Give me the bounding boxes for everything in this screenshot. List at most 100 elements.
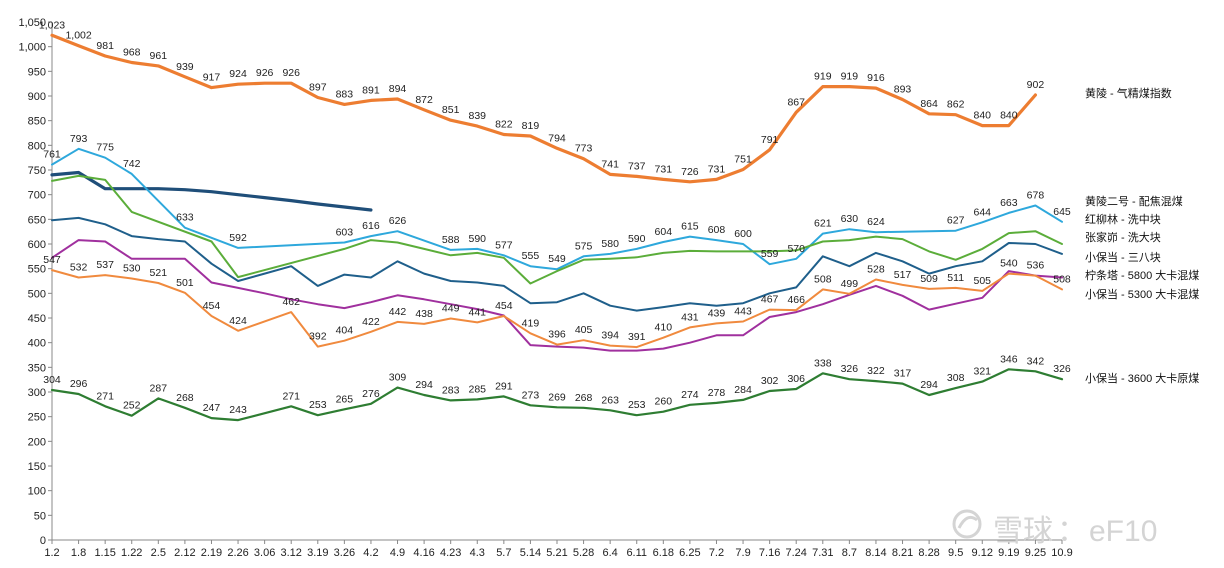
- x-tick-label: 10.9: [1051, 547, 1072, 559]
- data-label: 580: [601, 238, 619, 250]
- x-tick-label: 3.19: [307, 547, 328, 559]
- data-label: 570: [787, 243, 805, 255]
- x-tick-label: 8.14: [865, 547, 886, 559]
- data-label: 864: [920, 98, 938, 110]
- data-label: 731: [655, 163, 673, 175]
- data-label: 794: [548, 132, 566, 144]
- data-label: 919: [841, 71, 859, 83]
- x-tick-label: 2.19: [201, 547, 222, 559]
- series-line-6: [51, 239, 1063, 352]
- data-label: 600: [734, 228, 752, 240]
- data-label: 243: [229, 404, 247, 416]
- data-label: 346: [1000, 353, 1018, 365]
- data-label: 773: [575, 143, 593, 155]
- series-line-1: [50, 33, 1037, 184]
- data-label: 839: [468, 110, 486, 122]
- data-label: 621: [814, 218, 832, 230]
- legend-entry-7: 小保当 - 5300 大卡混煤: [1085, 287, 1199, 301]
- data-label: 536: [1027, 260, 1045, 272]
- data-label: 916: [867, 72, 885, 84]
- x-tick-label: 5.21: [546, 547, 567, 559]
- watermark-separator: ：: [1057, 515, 1087, 548]
- y-tick-label: 1,000: [18, 42, 46, 54]
- data-label: 633: [176, 212, 194, 224]
- data-label: 263: [601, 394, 619, 406]
- y-tick-label: 750: [28, 165, 46, 177]
- y-tick-label: 200: [28, 436, 46, 448]
- legend-entry-8: 小保当 - 3600 大卡原煤: [1085, 371, 1199, 385]
- data-label: 285: [468, 383, 486, 395]
- data-label: 924: [229, 68, 247, 80]
- data-label: 840: [1000, 110, 1018, 122]
- data-label: 761: [43, 149, 61, 161]
- data-label: 742: [123, 158, 141, 170]
- data-label: 1,023: [39, 19, 65, 31]
- data-label: 252: [123, 400, 141, 412]
- data-label: 540: [1000, 258, 1018, 270]
- x-tick-label: 4.23: [440, 547, 461, 559]
- data-label: 517: [894, 269, 912, 281]
- data-label: 424: [229, 315, 247, 327]
- watermark-brand: 雪球: [993, 515, 1053, 548]
- data-label: 775: [96, 142, 114, 154]
- chart-series-lines: [50, 33, 1064, 422]
- data-label: 968: [123, 46, 141, 58]
- legend-entry-5: 小保当 - 三八块: [1085, 250, 1161, 264]
- data-label: 626: [389, 215, 407, 227]
- data-label: 867: [787, 96, 805, 108]
- x-tick-label: 3.06: [254, 547, 275, 559]
- y-tick-label: 800: [28, 140, 46, 152]
- x-tick-label: 8.28: [918, 547, 939, 559]
- data-label: 271: [96, 390, 114, 402]
- data-label: 260: [655, 396, 673, 408]
- data-label: 294: [415, 379, 433, 391]
- x-tick-label: 7.9: [735, 547, 750, 559]
- data-label: 891: [362, 84, 380, 96]
- data-label: 499: [841, 278, 859, 290]
- y-tick-label: 1,050: [18, 17, 46, 29]
- data-label: 893: [894, 83, 912, 95]
- data-label: 741: [601, 158, 619, 170]
- x-tick-label: 7.31: [812, 547, 833, 559]
- x-tick-label: 1.8: [71, 547, 86, 559]
- data-label: 247: [203, 402, 221, 414]
- data-label: 608: [708, 224, 726, 236]
- data-label: 294: [920, 379, 938, 391]
- x-tick-label: 2.26: [227, 547, 248, 559]
- x-tick-label: 8.7: [842, 547, 857, 559]
- data-label: 271: [282, 390, 300, 402]
- data-label: 302: [761, 375, 779, 387]
- legend-entry-4: 张家峁 - 洗大块: [1085, 230, 1161, 244]
- data-label: 793: [70, 133, 88, 145]
- data-label: 442: [389, 306, 407, 318]
- y-tick-label: 100: [28, 486, 46, 498]
- legend-entry-1: 黄陵 - 气精煤指数: [1085, 86, 1172, 100]
- data-label: 322: [867, 365, 885, 377]
- data-label: 588: [442, 234, 460, 246]
- data-label: 268: [575, 392, 593, 404]
- data-label: 575: [575, 240, 593, 252]
- chart-axes: 0 50 100 150 200 250 300 350 400 450 500 550 600 650 7…: [18, 17, 1072, 559]
- legend-entry-3: 红柳林 - 洗中块: [1085, 212, 1161, 226]
- series-line-2: [50, 170, 373, 212]
- y-tick-label: 300: [28, 387, 46, 399]
- series-line-5: [51, 216, 1063, 312]
- data-label: 530: [123, 263, 141, 275]
- data-label: 265: [336, 393, 354, 405]
- data-label: 731: [708, 163, 726, 175]
- x-tick-label: 1.22: [121, 547, 142, 559]
- x-tick-label: 4.3: [470, 547, 485, 559]
- y-tick-label: 50: [34, 510, 46, 522]
- data-label: 422: [362, 316, 380, 328]
- x-tick-label: 4.16: [413, 547, 434, 559]
- data-label: 438: [415, 308, 433, 320]
- data-label: 410: [655, 322, 673, 334]
- data-label: 462: [282, 296, 300, 308]
- data-label: 394: [601, 330, 619, 342]
- data-label: 283: [442, 384, 460, 396]
- data-label: 454: [203, 300, 221, 312]
- data-label: 419: [522, 317, 540, 329]
- data-label: 624: [867, 216, 885, 228]
- data-label: 304: [43, 374, 61, 386]
- snowball-logo-icon: [952, 509, 982, 539]
